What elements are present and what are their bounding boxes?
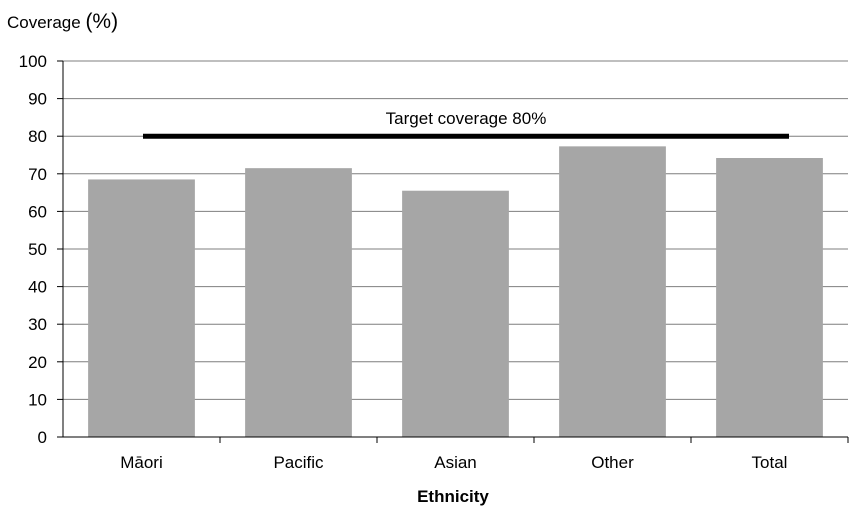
y-tick-label: 90: [28, 90, 47, 109]
target-reference: Target coverage 80%: [143, 109, 789, 139]
x-tick-label: Total: [752, 453, 788, 472]
y-axis-title-text: Coverage: [7, 13, 85, 32]
bar: [716, 158, 823, 437]
y-tick-label: 100: [19, 52, 47, 71]
bar: [559, 146, 666, 438]
y-tick-label: 20: [28, 353, 47, 372]
target-label: Target coverage 80%: [386, 109, 547, 128]
x-tick-label: Asian: [434, 453, 477, 472]
bar: [88, 179, 195, 437]
y-tick-label: 40: [28, 278, 47, 297]
y-tick-label: 30: [28, 315, 47, 334]
y-tick-label: 10: [28, 390, 47, 409]
x-tick-label: Other: [591, 453, 634, 472]
x-tick-label: Pacific: [273, 453, 324, 472]
y-tick-label: 70: [28, 165, 47, 184]
bar: [402, 190, 509, 437]
bar: [245, 168, 352, 437]
x-tick-label: Māori: [120, 453, 163, 472]
y-axis-title: Coverage (%): [7, 10, 118, 33]
y-tick-label: 0: [38, 428, 47, 447]
y-tick-label: 60: [28, 202, 47, 221]
x-axis-title: Ethnicity: [417, 487, 489, 506]
y-axis-title-unit: (%): [85, 10, 118, 33]
bars: [88, 146, 823, 438]
y-tick-labels: 0 10 20 30 40 50 60 70 80 90 100: [19, 52, 47, 447]
axes: [62, 61, 848, 438]
y-tick-label: 50: [28, 240, 47, 259]
y-tick-label: 80: [28, 127, 47, 146]
x-tick-labels: Māori Pacific Asian Other Total: [120, 453, 787, 472]
